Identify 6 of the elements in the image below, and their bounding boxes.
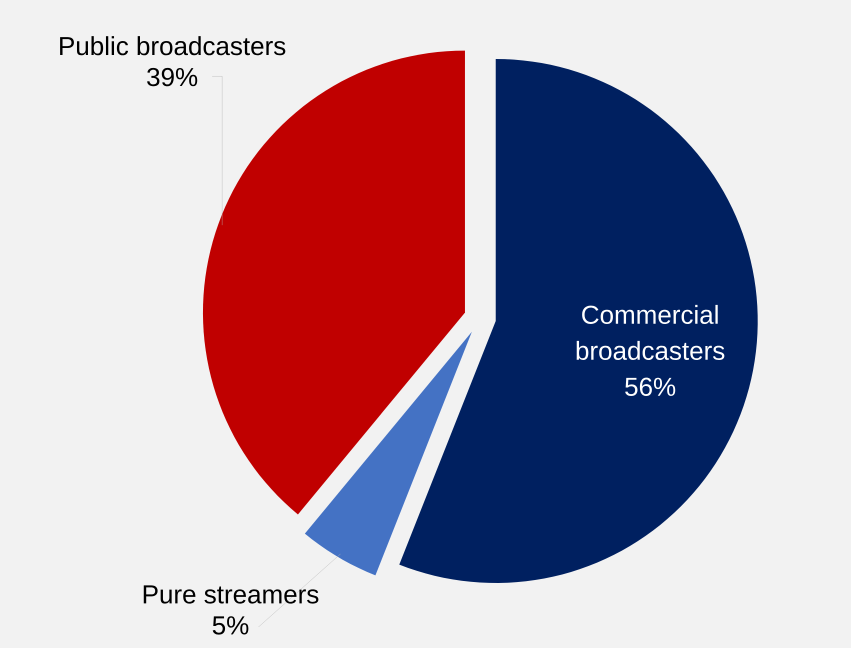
slice-label: Public broadcasters [60, 36, 286, 56]
data-label: 5% [212, 616, 248, 635]
slice-label: Pure streamers [144, 585, 318, 604]
slice-label: Commercial broadcasters [576, 304, 724, 360]
data-label: 39% [147, 68, 198, 86]
data-label: 56% [625, 378, 676, 396]
